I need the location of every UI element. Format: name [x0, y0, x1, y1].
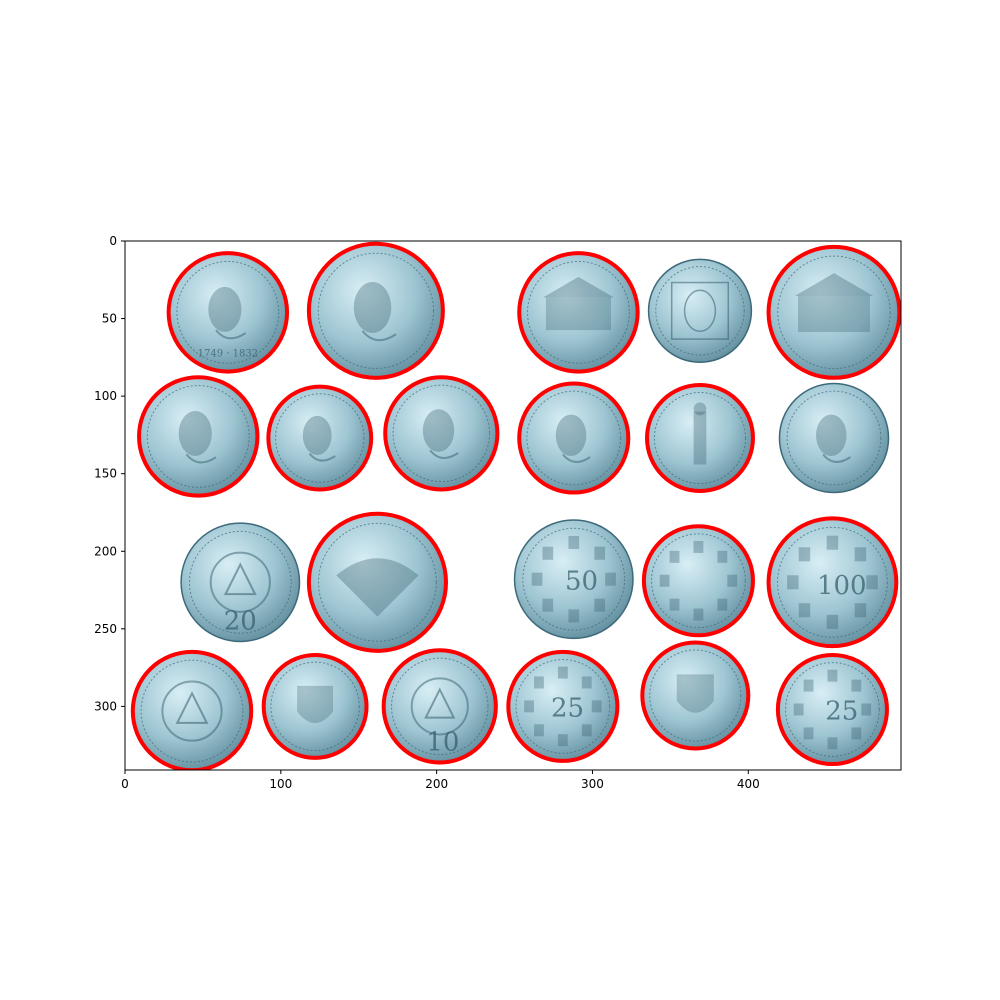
detected-circle: [641, 524, 755, 638]
coin: [513, 519, 634, 640]
y-tick-label: 100: [94, 389, 117, 403]
coin-inscription: 10: [426, 728, 459, 758]
y-tick-label: 50: [102, 312, 117, 326]
detected-circle: [266, 384, 374, 492]
detected-circle: [766, 244, 901, 380]
detected-circle: [306, 511, 448, 653]
coin-inscription: 100: [817, 571, 867, 601]
x-tick-label: 0: [121, 777, 129, 791]
coin: [647, 258, 753, 363]
coin: [180, 522, 301, 643]
coin: [777, 654, 888, 765]
coin: [267, 385, 372, 491]
coin-inscription: 20: [224, 607, 257, 637]
coin-inscription: 25: [825, 697, 858, 727]
x-tick-label: 300: [581, 777, 604, 791]
detected-circle: [640, 640, 751, 751]
detected-circle: [645, 383, 755, 493]
y-tick-label: 200: [94, 544, 117, 558]
detected-circle: [381, 648, 498, 765]
y-tick-label: 250: [94, 622, 117, 636]
coin-image: 1749 · 1832 50 100 25 25 10 20: [132, 243, 901, 770]
coin-inscription: 50: [565, 566, 598, 596]
detected-circle: [137, 375, 260, 498]
coin: [767, 246, 901, 379]
coin: [384, 376, 499, 491]
coin-inscription: 25: [551, 693, 584, 723]
detected-circle: [775, 652, 889, 767]
coin: [518, 382, 630, 494]
y-axis: 0 50 100 150 200 250 300: [94, 234, 125, 713]
detected-circle: [261, 652, 369, 760]
detected-circle: [506, 649, 620, 763]
axes-frame: [124, 240, 902, 771]
x-axis: 0 100 200 300 400: [121, 770, 760, 791]
detected-circle: [306, 241, 445, 380]
detected-circle: [766, 516, 899, 649]
detected-circles: [130, 241, 901, 770]
detected-circle: [130, 649, 254, 770]
coin-inscription: 1749 · 1832: [198, 349, 258, 360]
detected-circle: [383, 375, 500, 492]
detected-circle: [166, 251, 290, 374]
coin: [778, 382, 890, 494]
x-tick-label: 400: [737, 777, 760, 791]
coin: [507, 651, 619, 762]
detected-circle: [517, 381, 631, 495]
x-tick-label: 100: [269, 777, 292, 791]
detected-circle: [517, 251, 640, 374]
y-tick-label: 0: [109, 234, 117, 248]
y-tick-label: 300: [94, 699, 117, 713]
y-tick-label: 150: [94, 467, 117, 481]
x-tick-label: 200: [425, 777, 448, 791]
